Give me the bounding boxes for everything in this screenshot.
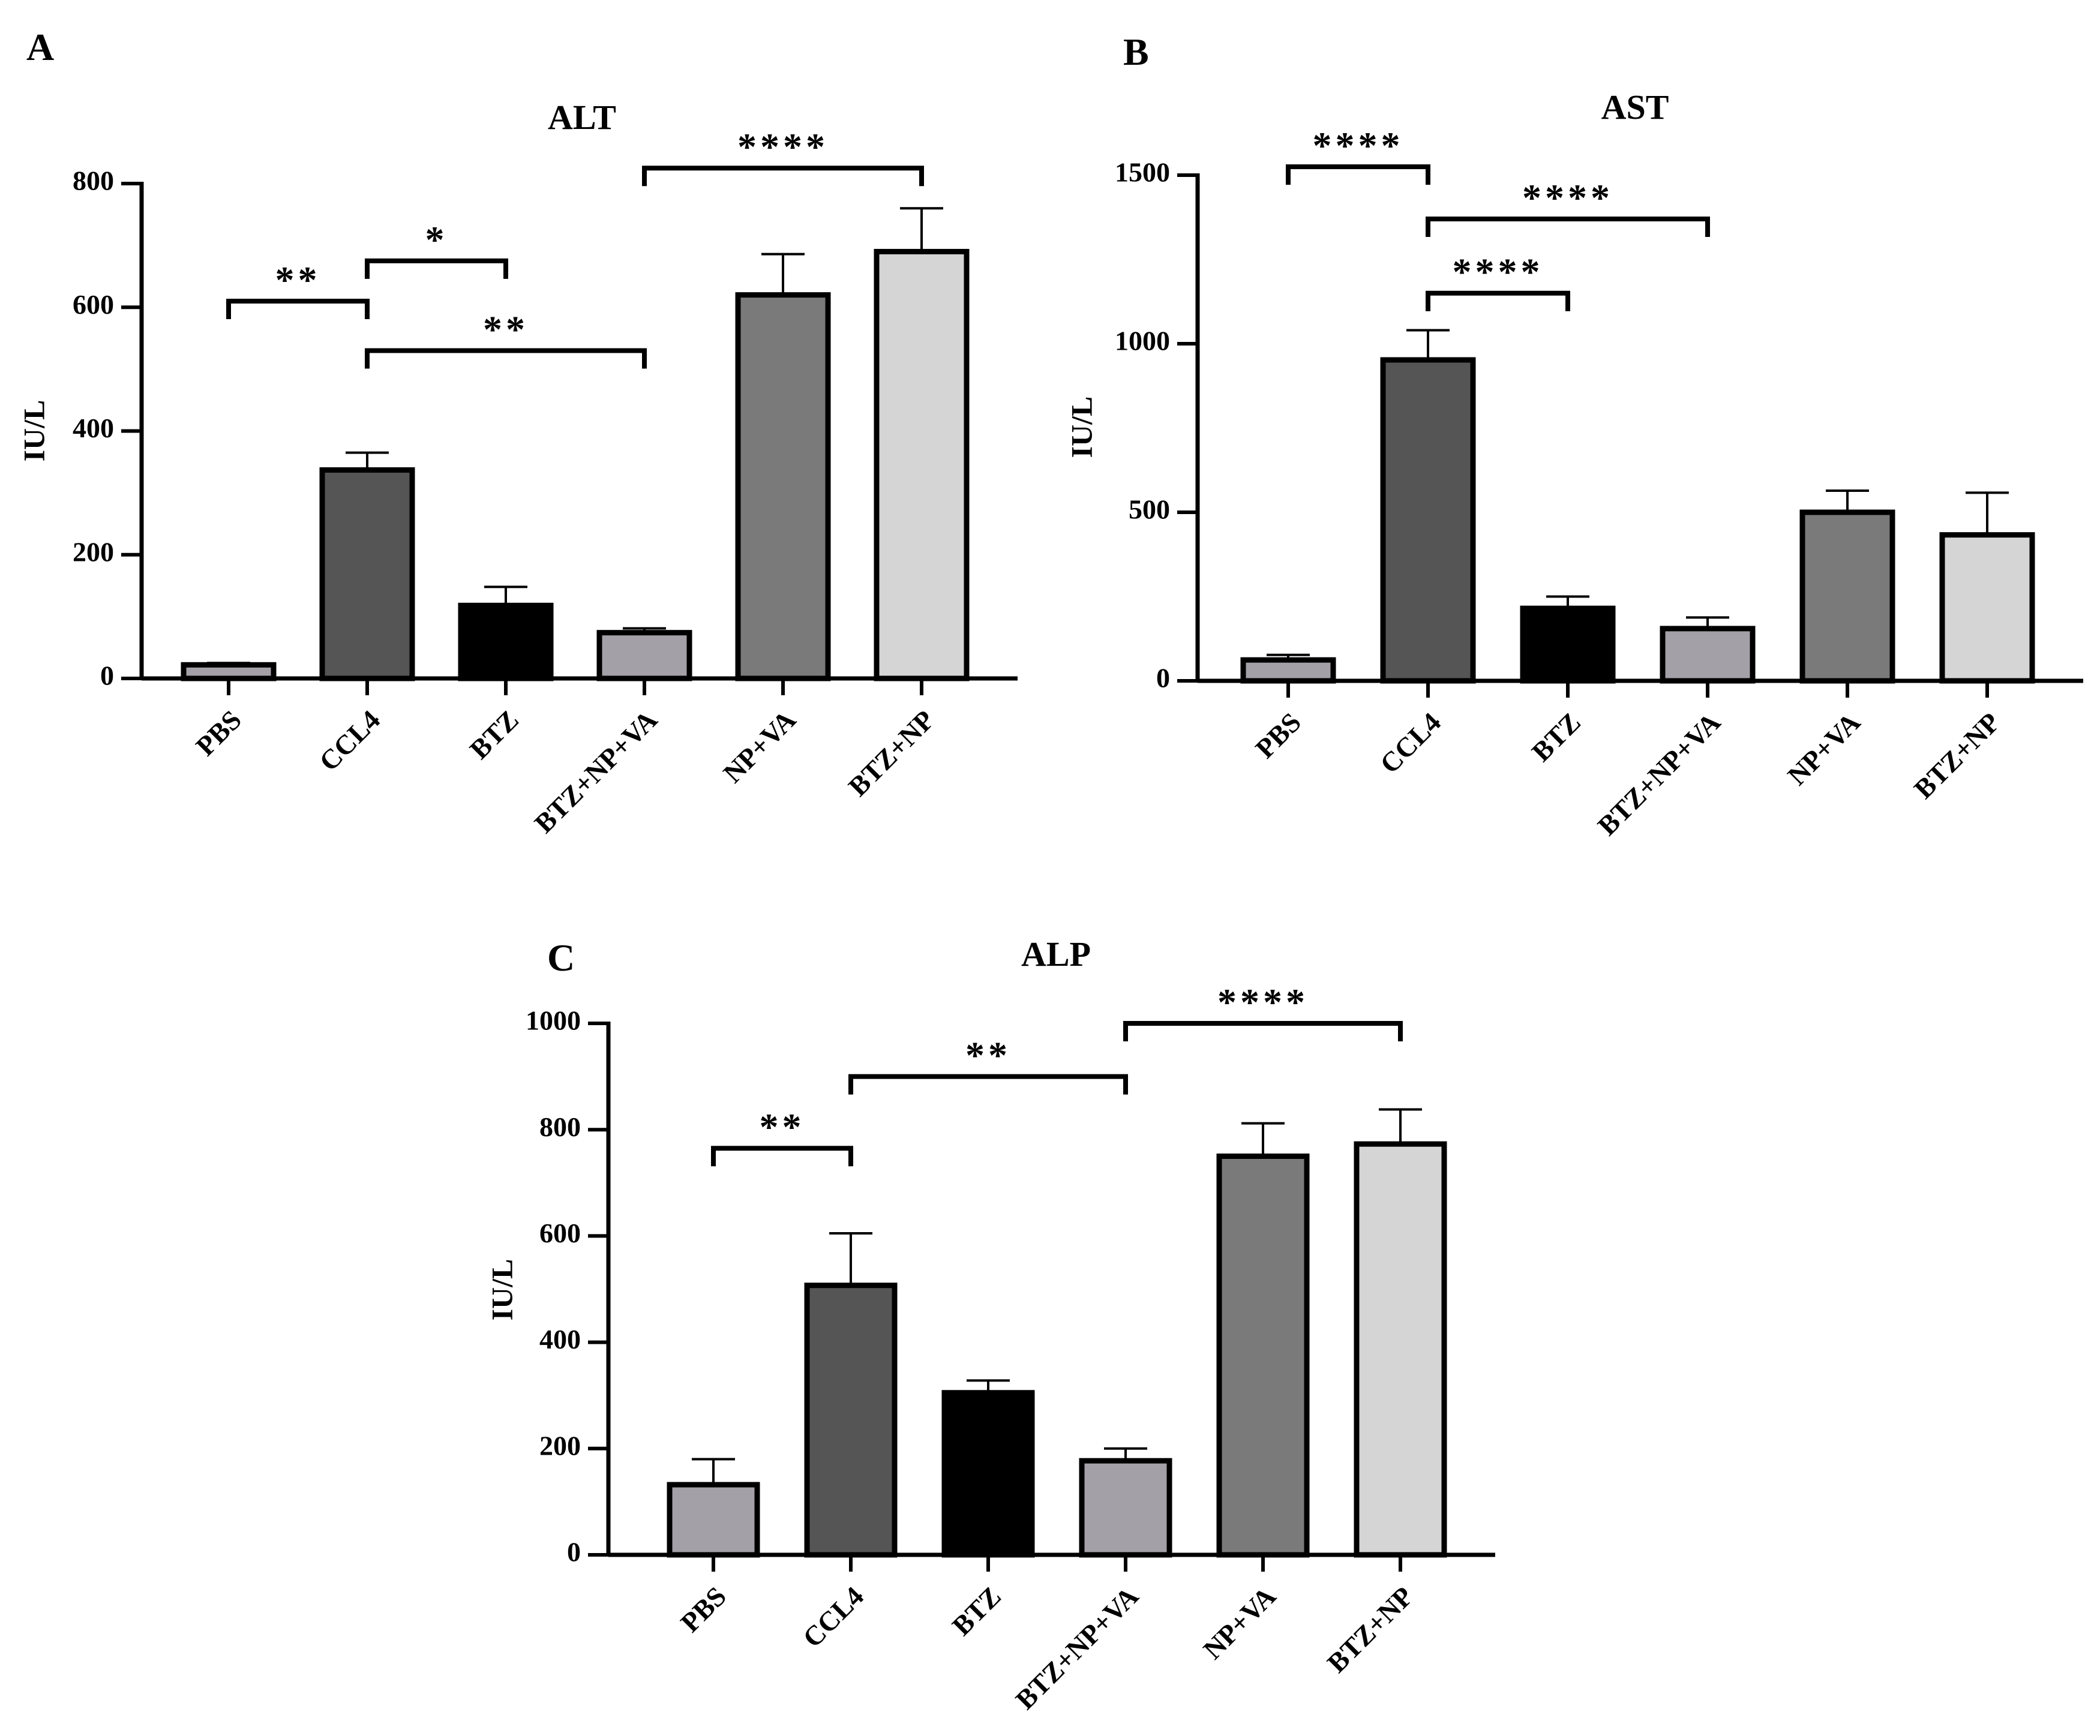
panel-b-ylabel: IU/L [1064,397,1098,458]
panel-a-significance-bracket-1 [365,258,508,279]
panel-b-ytick-label-1: 500 [1129,494,1170,525]
panel-b-significance-label-1: **** [1522,176,1613,219]
panel-a-significance-bracket-2 [365,348,647,369]
panel-a-significance-bracket-0 [226,298,370,319]
panel-b-ytick-label-0: 0 [1156,663,1170,693]
panel-a-title: ALT [548,98,616,137]
panel-b-bar-5 [1939,532,2035,684]
panel-b-ytick-label-3: 1500 [1115,157,1170,188]
panel-b-bar-4 [1799,509,1895,684]
panel-a-ytick-label-2: 400 [73,413,114,443]
panel-c-significance-label-2: **** [1217,981,1309,1023]
panel-a-letter: A [26,26,54,68]
panel-a-ytick-label-3: 600 [73,289,114,320]
panel-b-significance-bracket-2 [1426,290,1570,311]
panel-c-ytick-label-1: 200 [539,1430,581,1461]
panel-b-significance-label-0: **** [1313,124,1404,167]
panel-c-significance-bracket-0 [711,1146,853,1167]
panel-c-ytick-label-3: 600 [539,1218,581,1248]
panel-c-ylabel: IU/L [485,1259,518,1321]
panel-b-significance-bracket-1 [1426,217,1710,238]
panel-a-significance-label-2: ** [483,308,529,350]
panel-c-significance-label-0: ** [760,1106,805,1148]
panel-a-significance-label-0: ** [275,259,321,301]
panel-b-bar-3 [1660,626,1756,684]
panel-a-ylabel: IU/L [17,400,50,462]
panel-a-significance-bracket-3 [642,166,924,187]
panel-b-title: AST [1601,88,1669,127]
panel-a-ytick-label-1: 200 [73,536,114,567]
panel-a-bar-5 [874,248,970,681]
panel-a-bar-2 [458,602,554,681]
panel-c-significance-bracket-2 [1123,1021,1403,1041]
panel-c-title: ALP [1021,935,1091,974]
panel-b-significance-bracket-0 [1286,164,1430,185]
panel-c-letter: C [547,936,575,979]
panel-c-ytick-label-2: 400 [539,1324,581,1354]
panel-c-bar-5 [1354,1141,1447,1558]
panel-b-bar-0 [1240,657,1336,684]
panel-b-letter: B [1123,31,1149,73]
panel-a-bar-1 [319,467,415,681]
panel-c-ytick-label-4: 800 [539,1112,581,1142]
panel-c-bar-1 [804,1283,898,1558]
panel-a-bar-4 [735,292,831,681]
panel-a-significance-label-1: * [425,218,448,261]
panel-b-bar-1 [1380,357,1476,684]
panel-c-significance-label-1: ** [965,1034,1011,1077]
panel-c-ytick-label-5: 1000 [526,1005,581,1036]
panel-c-bar-3 [1079,1458,1172,1558]
panel-b-significance-label-2: **** [1453,251,1544,293]
panel-b-bar-2 [1520,605,1616,684]
panel-c-ytick-label-0: 0 [567,1537,581,1567]
panel-a-ytick-label-0: 0 [100,660,114,691]
panel-a-bar-3 [596,630,692,681]
panel-a-ytick-label-4: 800 [73,166,114,196]
panel-c-bar-2 [941,1390,1035,1558]
panel-b-ytick-label-2: 1000 [1115,326,1170,356]
panel-c-significance-bracket-1 [848,1074,1128,1095]
panel-c-bar-4 [1216,1154,1310,1558]
panel-a-significance-label-3: **** [737,125,829,168]
panel-c-bar-0 [667,1482,760,1558]
